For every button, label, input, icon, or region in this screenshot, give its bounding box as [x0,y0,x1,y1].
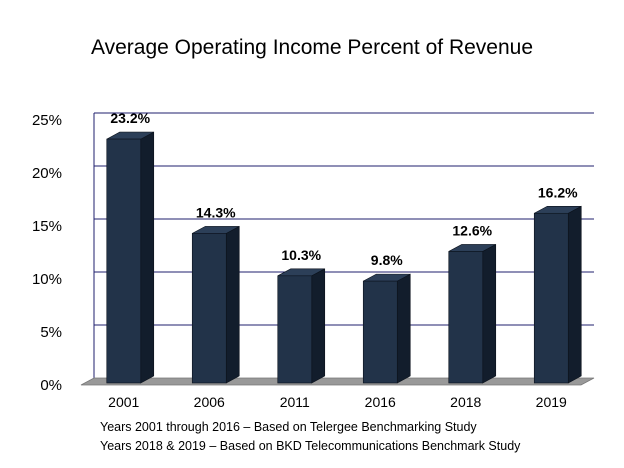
bar-2019 [533,205,582,384]
x-tick-label: 2006 [194,394,225,410]
bar-front [191,233,227,384]
bar-side [396,273,411,384]
x-axis-ticks: 2001 2006 2011 2016 2018 2019 [108,394,567,410]
bar-front [362,280,398,384]
bar-2006 [191,225,240,384]
bar-2016 [362,273,411,384]
bar-front [106,138,142,384]
x-tick-label: 2018 [450,394,481,410]
bar-side [225,225,240,384]
y-tick-label: 15% [32,218,62,235]
y-tick-label: 20% [32,165,62,182]
data-label: 9.8% [371,252,403,268]
y-tick-label: 0% [40,377,62,394]
data-label: 23.2% [110,110,150,126]
data-label: 14.3% [196,204,236,220]
data-labels: 23.2% 14.3% 10.3% 9.8% 12.6% 16.2% [110,110,578,268]
bar-front [533,212,569,384]
chart-floor [80,377,595,386]
bar-side [482,243,497,384]
grid-layer [93,112,594,378]
bar-front [448,251,484,384]
chart-title: Average Operating Income Percent of Reve… [90,36,534,59]
x-tick-label: 2011 [280,394,310,410]
data-label: 10.3% [281,247,321,263]
bar-2018 [448,243,497,384]
x-tick-label: 2016 [365,394,396,410]
bar-2001 [106,131,155,384]
bar-side [567,205,582,384]
x-tick-label: 2001 [108,394,139,410]
bar-side [311,268,326,384]
y-axis-ticks: 0% 5% 10% 15% 20% 25% [32,112,62,394]
bar-side [140,131,155,384]
source-note-1: Years 2001 through 2016 – Based on Teler… [100,420,477,434]
y-tick-label: 10% [32,271,62,288]
x-tick-label: 2019 [536,394,567,410]
floor-layer [80,377,595,386]
bars-layer [106,131,582,384]
bar-front [277,275,313,384]
data-label: 12.6% [452,222,492,238]
y-tick-label: 5% [40,324,62,341]
data-label: 16.2% [538,184,578,200]
bar-2011 [277,268,326,384]
y-tick-label: 25% [32,112,62,129]
source-note-2: Years 2018 & 2019 – Based on BKD Telecom… [100,439,521,453]
